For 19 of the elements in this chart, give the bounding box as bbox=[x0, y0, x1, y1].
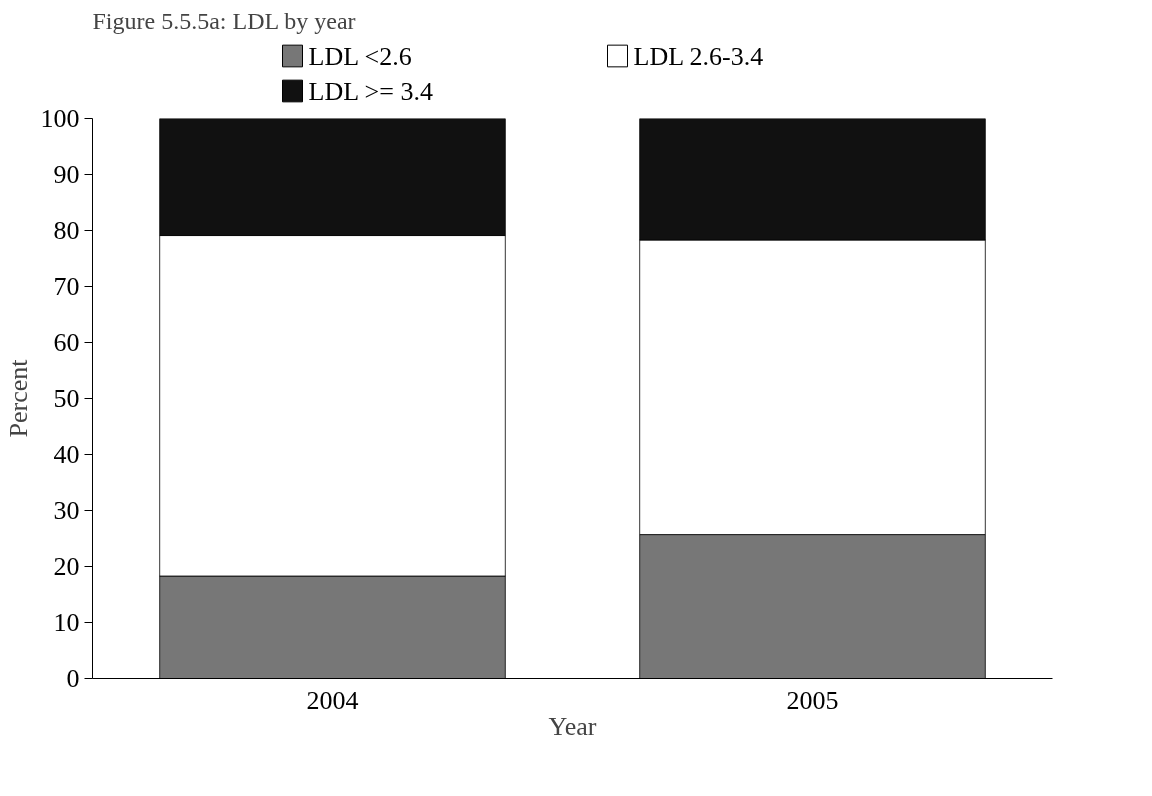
y-axis-title: Percent bbox=[3, 358, 33, 438]
y-tick-label: 10 bbox=[53, 608, 80, 637]
x-axis-title: Year bbox=[548, 711, 597, 741]
x-tick-label: 2004 bbox=[306, 685, 359, 715]
y-tick-label: 50 bbox=[53, 384, 80, 413]
y-tick-label: 60 bbox=[53, 328, 80, 357]
chart-title: Figure 5.5.5a: LDL by year bbox=[92, 7, 356, 34]
y-tick-label: 20 bbox=[53, 552, 80, 581]
y-tick-label: 40 bbox=[53, 440, 80, 469]
y-tick-label: 90 bbox=[53, 160, 80, 189]
y-tick-label: 80 bbox=[53, 216, 80, 245]
y-tick-label: 100 bbox=[40, 104, 80, 133]
y-tick-label: 0 bbox=[66, 664, 80, 693]
legend-label: LDL 2.6-3.4 bbox=[633, 41, 764, 71]
legend-label: LDL >= 3.4 bbox=[308, 76, 433, 106]
y-tick-label: 70 bbox=[53, 272, 80, 301]
y-tick-label: 30 bbox=[53, 496, 80, 525]
legend-label: LDL <2.6 bbox=[308, 41, 412, 71]
x-tick-label: 2005 bbox=[786, 685, 839, 715]
